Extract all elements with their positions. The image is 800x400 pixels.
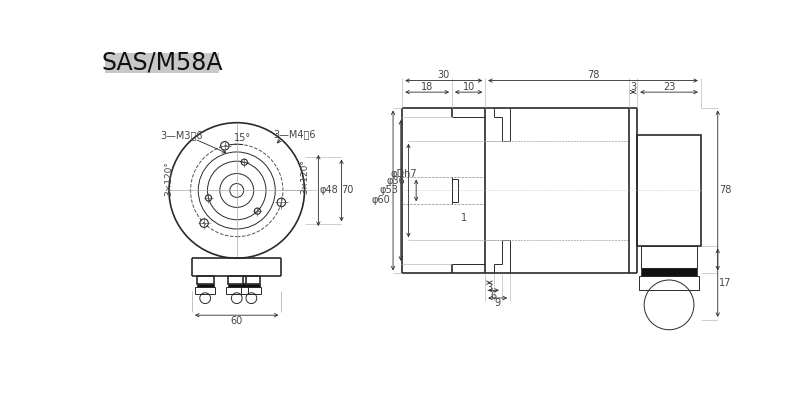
Bar bbox=[226, 288, 247, 294]
Bar bbox=[242, 288, 262, 294]
Text: 18: 18 bbox=[421, 82, 434, 92]
Text: 60: 60 bbox=[230, 316, 243, 326]
Text: 3: 3 bbox=[486, 283, 493, 293]
Bar bbox=[642, 268, 697, 276]
Bar bbox=[243, 276, 260, 284]
Text: φ53: φ53 bbox=[379, 186, 398, 196]
Bar bbox=[243, 284, 260, 288]
Bar bbox=[197, 276, 214, 284]
Bar bbox=[638, 276, 699, 290]
Text: φ36: φ36 bbox=[386, 176, 406, 186]
Bar bbox=[105, 53, 219, 73]
Text: 6: 6 bbox=[490, 291, 497, 301]
Text: φ60: φ60 bbox=[371, 195, 390, 205]
Text: 3×120°: 3×120° bbox=[300, 159, 309, 194]
Text: 30: 30 bbox=[438, 70, 450, 80]
Text: 1: 1 bbox=[461, 213, 467, 223]
Text: 78: 78 bbox=[587, 70, 599, 80]
Bar bbox=[227, 276, 246, 284]
Text: 3—M3深6: 3—M3深6 bbox=[160, 130, 202, 140]
Text: 3×120°: 3×120° bbox=[165, 162, 174, 196]
Text: 23: 23 bbox=[663, 82, 675, 92]
Text: φDh7: φDh7 bbox=[390, 168, 417, 178]
Text: φ48: φ48 bbox=[320, 186, 338, 196]
Text: 3: 3 bbox=[630, 82, 636, 92]
Bar bbox=[638, 135, 701, 246]
Text: 15°: 15° bbox=[234, 133, 251, 143]
Text: 10: 10 bbox=[462, 82, 474, 92]
Text: 17: 17 bbox=[719, 278, 732, 288]
Bar bbox=[642, 246, 697, 268]
Text: 3—M4深6: 3—M4深6 bbox=[274, 129, 316, 139]
Text: 78: 78 bbox=[719, 186, 732, 196]
Text: 70: 70 bbox=[342, 186, 354, 196]
Bar bbox=[227, 284, 246, 288]
Text: 9: 9 bbox=[494, 298, 501, 308]
Bar bbox=[197, 284, 214, 288]
Bar bbox=[195, 288, 215, 294]
Text: SAS/M58A: SAS/M58A bbox=[102, 51, 223, 75]
